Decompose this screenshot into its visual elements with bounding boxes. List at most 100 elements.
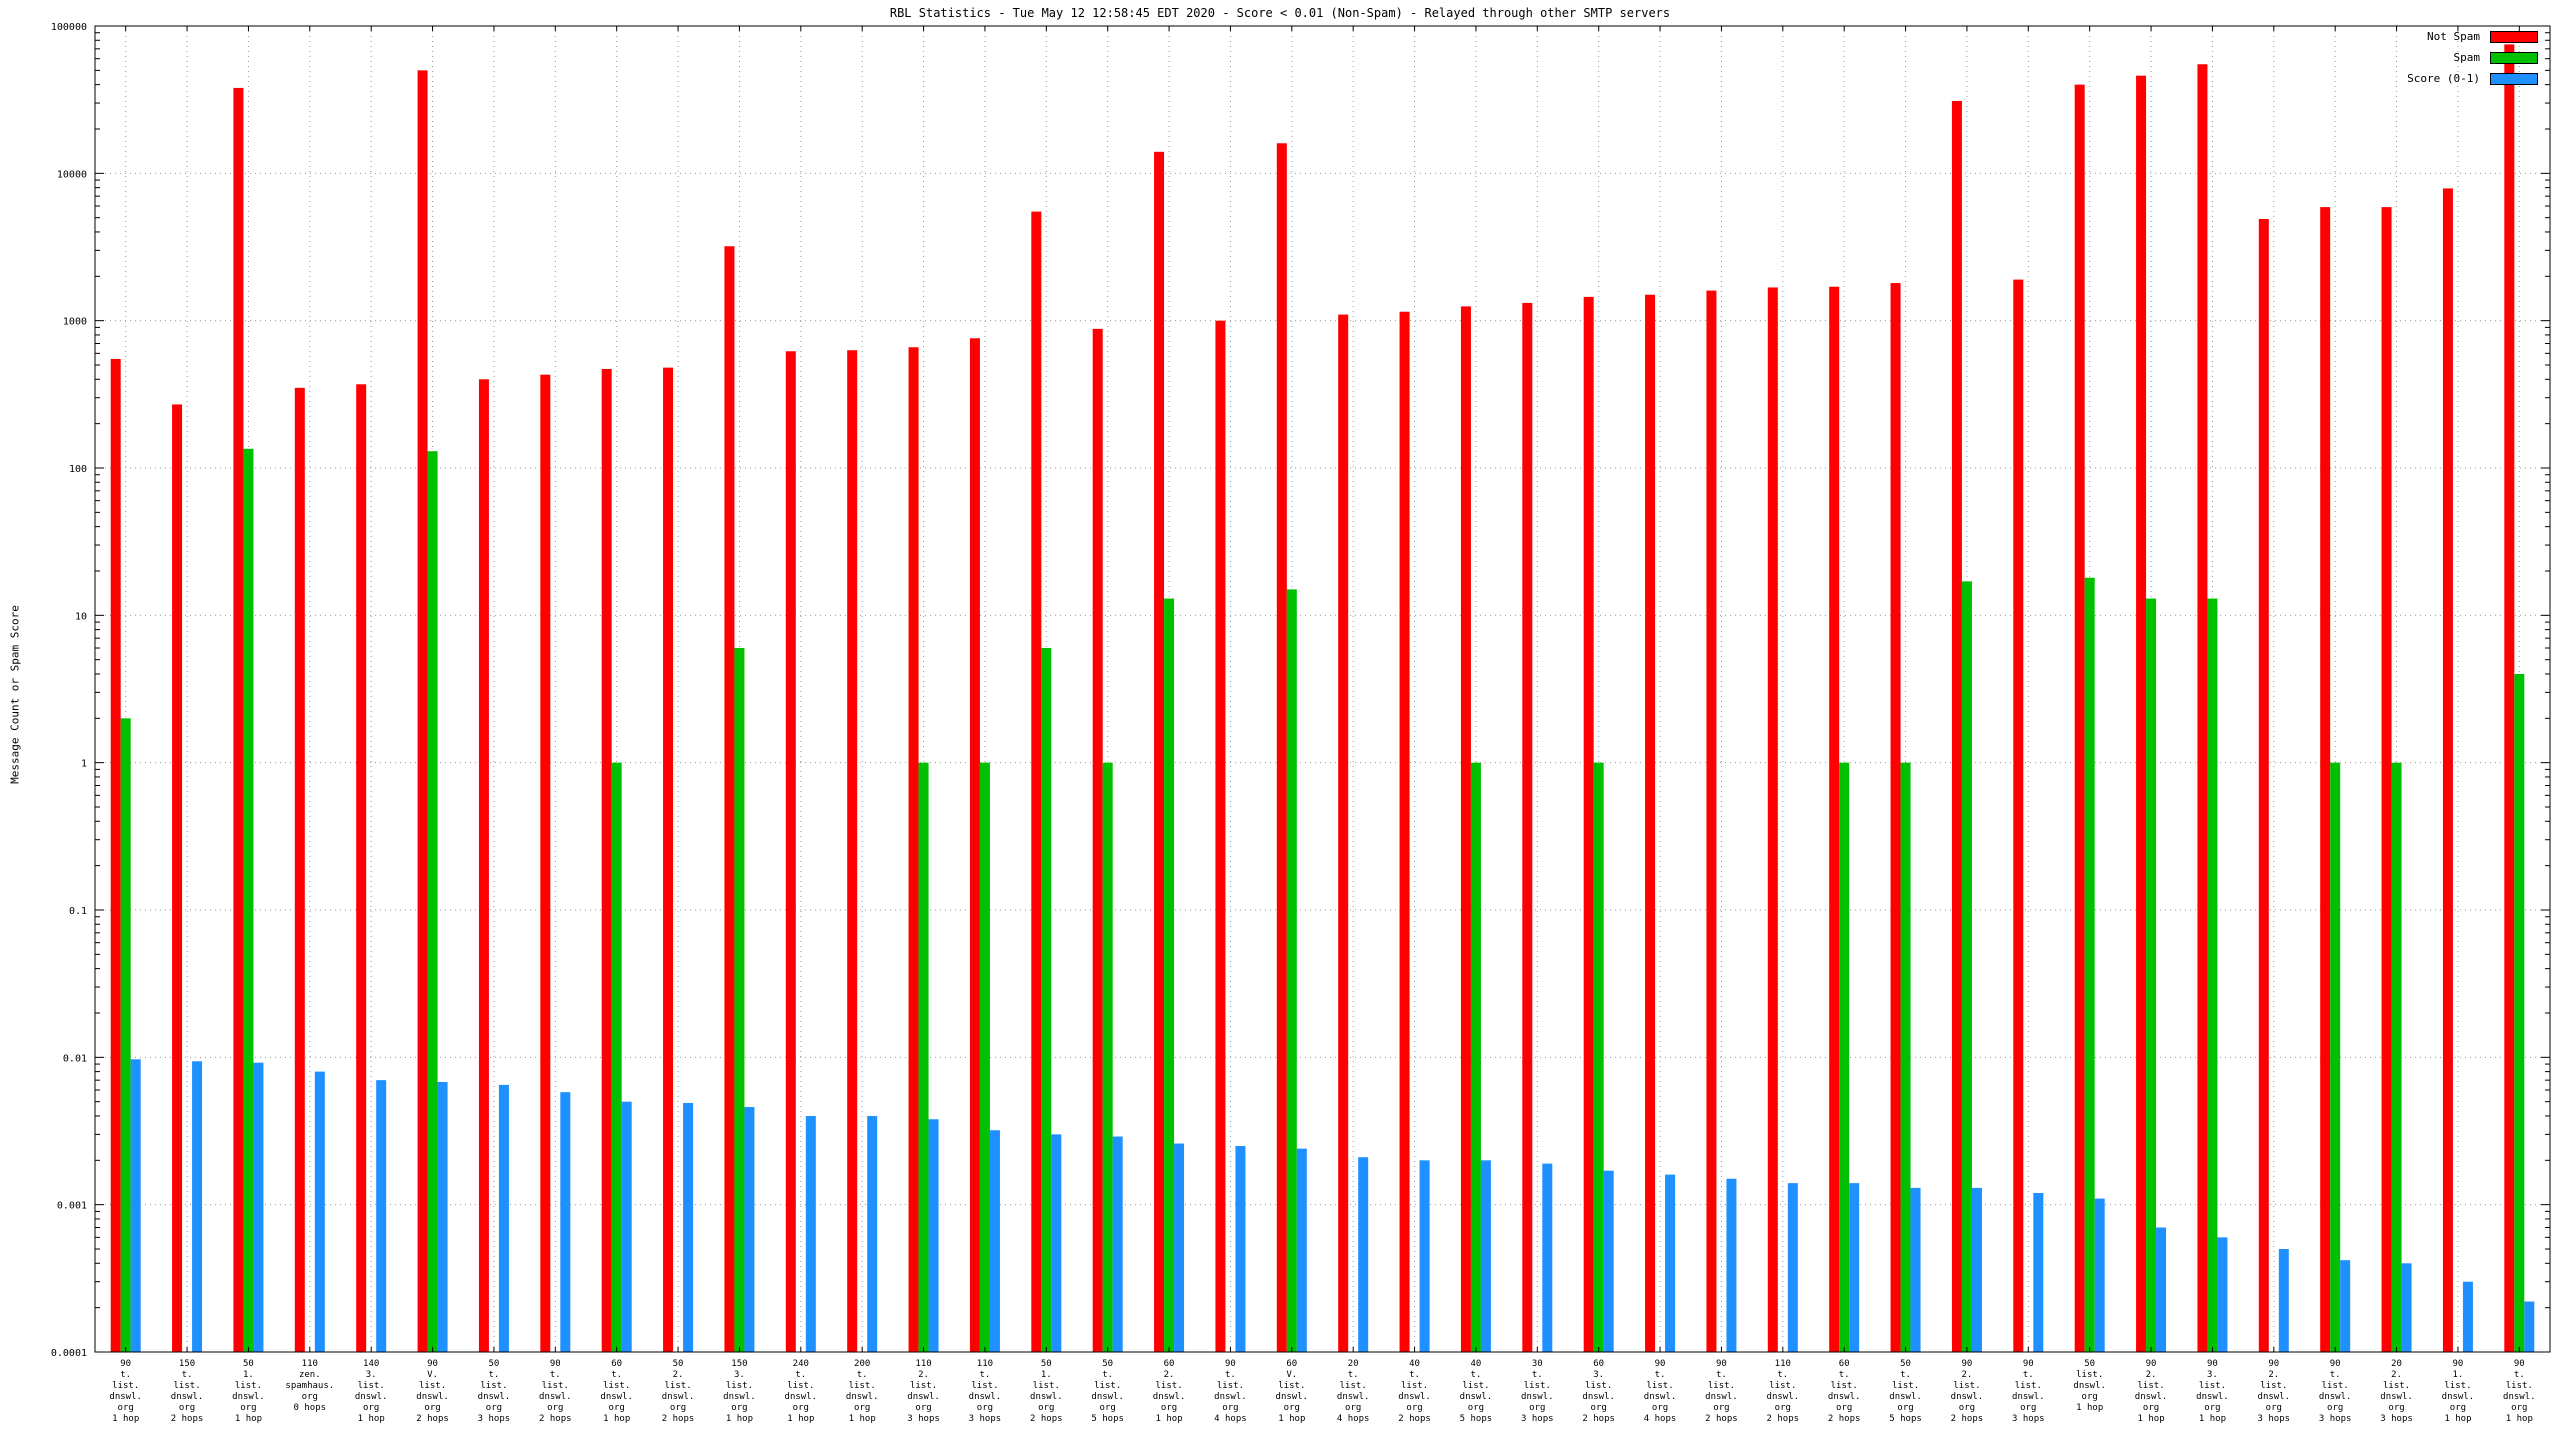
bar-not-spam-32 — [2074, 84, 2085, 1352]
bar-not-spam-28 — [1829, 286, 1840, 1352]
bar-score-0-1--26 — [1726, 1178, 1737, 1352]
bar-spam-0 — [120, 718, 131, 1352]
bar-not-spam-17 — [1154, 151, 1165, 1352]
bar-spam-14 — [979, 762, 990, 1352]
bar-spam-8 — [611, 762, 622, 1352]
bar-spam-15 — [1041, 648, 1052, 1352]
bar-score-0-1--0 — [130, 1059, 141, 1352]
bar-score-0-1--7 — [560, 1092, 571, 1352]
bar-spam-13 — [918, 762, 929, 1352]
bar-not-spam-12 — [847, 350, 858, 1353]
bar-score-0-1--21 — [1419, 1160, 1430, 1352]
bar-score-0-1--37 — [2401, 1263, 2412, 1352]
bar-spam-24 — [1593, 762, 1604, 1352]
legend-label-score: Score (0-1) — [2407, 72, 2480, 85]
bar-not-spam-0 — [110, 358, 121, 1352]
x-category-label: 110 t. list. dnswl. org 2 hops — [1767, 1359, 1800, 1424]
bar-not-spam-29 — [1890, 283, 1901, 1352]
x-category-label: 50 list. dnswl. org 1 hop — [2073, 1359, 2106, 1413]
x-category-label: 240 t. list. dnswl. org 1 hop — [785, 1359, 818, 1424]
bar-spam-39 — [2514, 673, 2525, 1352]
bar-score-0-1--30 — [1971, 1187, 1982, 1352]
bar-spam-34 — [2207, 598, 2218, 1352]
x-category-label: 90 t. list. dnswl. org 1 hop — [2503, 1359, 2536, 1424]
bar-spam-30 — [1961, 581, 1972, 1352]
bar-not-spam-8 — [601, 368, 612, 1353]
bar-not-spam-2 — [233, 87, 244, 1353]
bar-not-spam-11 — [785, 351, 796, 1353]
bar-score-0-1--3 — [314, 1071, 325, 1352]
bar-not-spam-20 — [1338, 314, 1349, 1353]
bar-spam-28 — [1839, 762, 1850, 1352]
x-category-label: 60 3. list. dnswl. org 2 hops — [1582, 1359, 1615, 1424]
y-tick-label: 0.1 — [69, 906, 87, 917]
x-category-label: 90 t. list. dnswl. org 4 hops — [1644, 1359, 1677, 1424]
x-category-label: 40 t. list. dnswl. org 2 hops — [1398, 1359, 1431, 1424]
bar-score-0-1--4 — [376, 1080, 387, 1352]
x-category-label: 90 2. list. dnswl. org 3 hops — [2258, 1359, 2291, 1424]
x-category-label: 40 t. list. dnswl. org 5 hops — [1460, 1359, 1493, 1424]
bar-score-0-1--9 — [683, 1102, 694, 1352]
bar-not-spam-14 — [969, 338, 980, 1352]
bar-score-0-1--38 — [2462, 1281, 2473, 1352]
bar-score-0-1--11 — [805, 1115, 816, 1352]
bar-score-0-1--39 — [2524, 1301, 2535, 1352]
x-category-label: 60 t. list. dnswl. org 2 hops — [1828, 1359, 1861, 1424]
bar-spam-22 — [1470, 762, 1481, 1352]
bar-not-spam-39 — [2504, 44, 2515, 1353]
bar-spam-29 — [1900, 762, 1911, 1352]
bar-spam-10 — [734, 648, 745, 1352]
bar-score-0-1--8 — [621, 1101, 632, 1352]
bar-not-spam-4 — [356, 384, 367, 1353]
bar-score-0-1--2 — [253, 1062, 264, 1352]
bar-spam-16 — [1102, 762, 1113, 1352]
bar-score-0-1--33 — [2156, 1227, 2167, 1352]
y-tick-label: 0.001 — [57, 1201, 87, 1212]
bar-spam-5 — [427, 451, 438, 1352]
bar-score-0-1--6 — [498, 1084, 509, 1352]
legend-item-not-spam: Not Spam — [2427, 30, 2538, 43]
bar-score-0-1--15 — [1051, 1134, 1062, 1352]
bar-not-spam-36 — [2320, 207, 2331, 1352]
legend-swatch-spam-icon — [2490, 51, 2538, 64]
bar-not-spam-30 — [1951, 100, 1962, 1353]
x-category-label: 50 1. list. dnswl. org 1 hop — [232, 1359, 265, 1424]
x-category-label: 140 3. list. dnswl. org 1 hop — [355, 1359, 388, 1424]
x-category-label: 20 t. list. dnswl. org 4 hops — [1337, 1359, 1370, 1424]
y-tick-label: 0.01 — [63, 1053, 87, 1064]
legend-swatch-score-icon — [2490, 72, 2538, 85]
bar-score-0-1--28 — [1849, 1183, 1860, 1352]
bar-score-0-1--29 — [1910, 1187, 1921, 1352]
legend: Not Spam Spam Score (0-1) — [2407, 30, 2538, 85]
x-category-label: 90 3. list. dnswl. org 1 hop — [2196, 1359, 2229, 1424]
x-category-label: 60 t. list. dnswl. org 1 hop — [600, 1359, 633, 1424]
x-category-label: 50 t. list. dnswl. org 5 hops — [1889, 1359, 1922, 1424]
bar-not-spam-37 — [2381, 207, 2392, 1352]
x-category-label: 90 t. list. dnswl. org 1 hop — [109, 1359, 142, 1424]
bar-score-0-1--13 — [928, 1119, 939, 1352]
bar-not-spam-33 — [2136, 75, 2147, 1352]
bar-score-0-1--25 — [1665, 1174, 1676, 1352]
x-category-label: 90 t. list. dnswl. org 3 hops — [2319, 1359, 2352, 1424]
x-category-label: 20 2. list. dnswl. org 3 hops — [2380, 1359, 2413, 1424]
bar-spam-36 — [2330, 762, 2341, 1352]
x-category-label: 110 t. list. dnswl. org 3 hops — [969, 1359, 1002, 1424]
bar-spam-37 — [2391, 762, 2402, 1352]
x-category-label: 150 t. list. dnswl. org 2 hops — [171, 1359, 204, 1424]
plot-border — [94, 25, 2551, 1353]
bar-score-0-1--23 — [1542, 1163, 1553, 1352]
bar-spam-2 — [243, 448, 254, 1352]
x-category-label: 90 2. list. dnswl. org 1 hop — [2135, 1359, 2168, 1424]
y-tick-label: 10000 — [57, 169, 87, 180]
bar-not-spam-22 — [1460, 306, 1471, 1353]
x-category-label: 110 zen. spamhaus. org 0 hops — [285, 1359, 334, 1413]
bar-not-spam-31 — [2013, 279, 2024, 1353]
bar-spam-32 — [2084, 577, 2095, 1352]
bar-not-spam-34 — [2197, 64, 2208, 1353]
x-category-label: 90 2. list. dnswl. org 2 hops — [1951, 1359, 1984, 1424]
x-category-label: 60 V. list. dnswl. org 1 hop — [1276, 1359, 1309, 1424]
legend-swatch-not-spam-icon — [2490, 30, 2538, 43]
y-tick-label: 1000 — [63, 317, 87, 328]
x-category-label: 90 t. list. dnswl. org 3 hops — [2012, 1359, 2045, 1424]
